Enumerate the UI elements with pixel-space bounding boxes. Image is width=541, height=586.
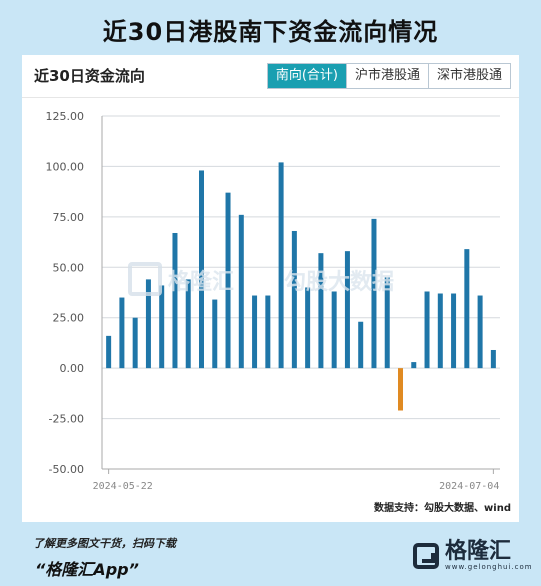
x-tick-label-end: 2024-07-04 xyxy=(439,481,499,492)
brand-logo-icon xyxy=(413,543,439,569)
tab-shanghai-connect[interactable]: 沪市港股通 xyxy=(345,64,428,88)
y-tick-label: 125.00 xyxy=(46,110,85,123)
y-tick-label: -25.00 xyxy=(49,413,84,426)
bar xyxy=(371,218,377,369)
data-source: 数据支持：勾股大数据、wind xyxy=(374,503,511,514)
bar xyxy=(199,170,204,369)
bar xyxy=(252,295,258,369)
y-tick-label: 100.00 xyxy=(46,160,85,173)
y-tick-label: 50.00 xyxy=(53,261,85,274)
brand-logo: 格隆汇 www.gelonghui.com xyxy=(413,540,533,572)
tab-southbound-total[interactable]: 南向(合计) xyxy=(267,64,346,88)
bar xyxy=(265,295,271,369)
bar xyxy=(464,249,470,369)
bar xyxy=(424,291,430,369)
bar xyxy=(344,251,350,369)
bar xyxy=(305,287,311,369)
bar xyxy=(172,232,178,369)
bar xyxy=(318,253,324,369)
bar xyxy=(278,162,284,369)
y-tick-label: 75.00 xyxy=(53,211,85,224)
bar xyxy=(477,295,483,369)
bar xyxy=(398,368,403,411)
brand-url: www.gelonghui.com xyxy=(445,563,533,571)
market-tabs: 南向(合计) 沪市港股通 深市港股通 xyxy=(266,63,511,89)
bar xyxy=(185,279,191,369)
brand-name: 格隆汇 xyxy=(445,539,512,564)
download-prompt: 了解更多图文干货，扫码下载 xyxy=(33,537,176,550)
bar xyxy=(119,297,125,369)
x-tick-label-start: 2024-05-22 xyxy=(93,481,153,492)
page-title: 近30日港股南下资金流向情况 xyxy=(102,18,439,46)
bar-chart: 125.00 100.00 75.00 50.00 25.00 0.00 -25.00 -50… xyxy=(46,110,500,492)
bar xyxy=(212,299,218,369)
bar xyxy=(437,293,443,369)
bar xyxy=(384,277,390,369)
bar xyxy=(358,321,364,369)
bar xyxy=(490,349,496,369)
bar xyxy=(159,285,165,369)
bar xyxy=(106,335,112,369)
bar xyxy=(411,362,417,369)
y-tick-label: -50.00 xyxy=(49,463,84,476)
chart-title: 近30日资金流向 xyxy=(34,67,145,85)
chart-card: 近30日资金流向 南向(合计) 沪市港股通 深市港股通 125.00 100.00… xyxy=(22,55,519,522)
tab-shenzhen-connect[interactable]: 深市港股通 xyxy=(427,64,510,88)
app-name: “格隆汇App” xyxy=(35,560,139,579)
bar xyxy=(145,279,151,369)
bar xyxy=(331,291,337,369)
bar xyxy=(451,293,457,369)
bar xyxy=(225,192,231,369)
bar xyxy=(238,214,244,369)
y-tick-label: 25.00 xyxy=(53,312,85,325)
y-tick-label: 0.00 xyxy=(60,362,85,375)
bar xyxy=(132,317,138,369)
bar xyxy=(291,230,297,369)
header-divider xyxy=(22,97,519,98)
